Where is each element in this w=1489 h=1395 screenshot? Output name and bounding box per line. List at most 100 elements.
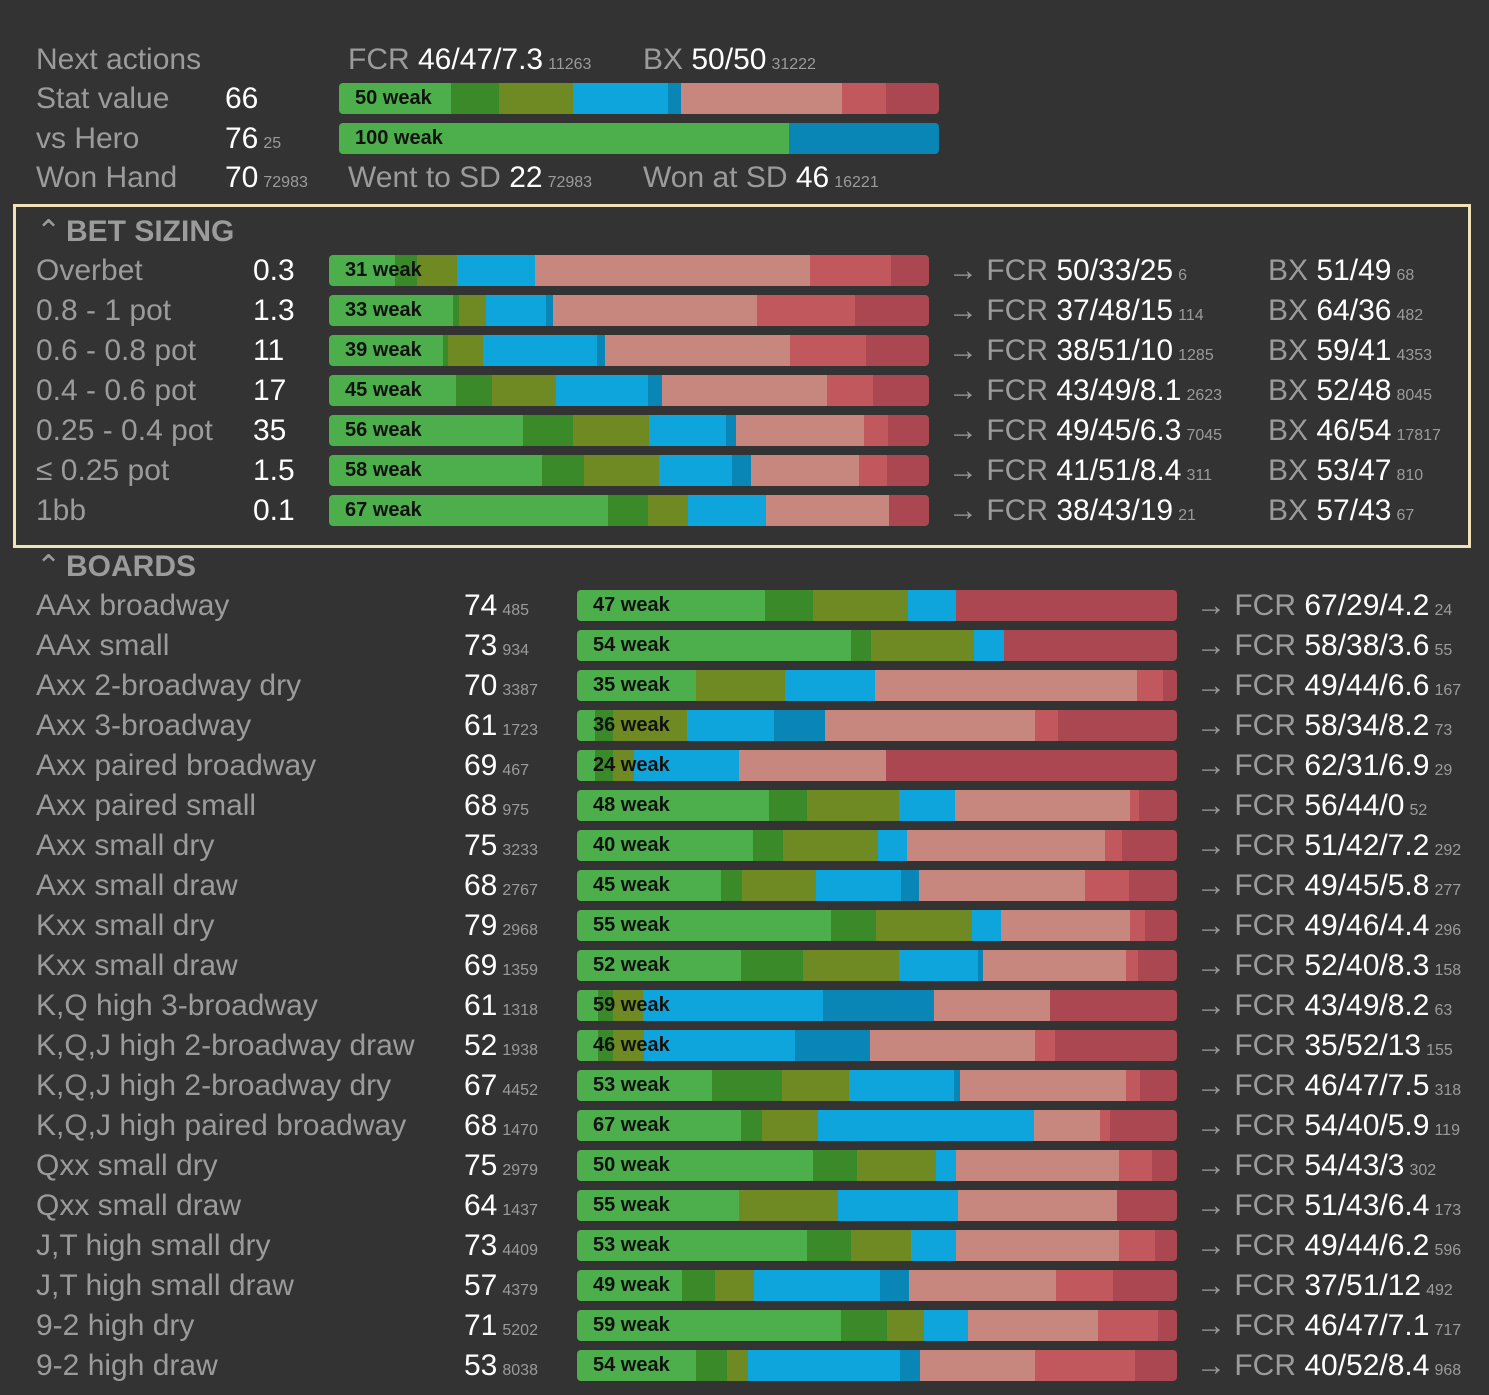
bet-sizing-row[interactable]: 1bb 0.1 67 weak → FCR 38/43/19 21 BX 57/43 67 bbox=[0, 491, 1489, 531]
arrow-icon: → bbox=[1196, 869, 1226, 902]
distribution-bar[interactable]: 49 weak bbox=[577, 1270, 1177, 1301]
stat-value-row[interactable]: Stat value 66 50 weak bbox=[0, 79, 1489, 119]
stat-value-bar[interactable]: 50 weak bbox=[339, 83, 939, 114]
fcr-key: FCR bbox=[1234, 1029, 1296, 1062]
board-row[interactable]: Axx paired broadway 69 467 24 weak → FCR 62/… bbox=[0, 746, 1489, 786]
distribution-bar[interactable]: 35 weak bbox=[577, 670, 1177, 701]
fcr-stat: → FCR 49/45/6.3 7045 bbox=[948, 411, 1222, 456]
vs-hero-bar[interactable]: 100 weak bbox=[339, 123, 939, 154]
bet-sizing-row[interactable]: 0.6 - 0.8 pot 11 39 weak → FCR 38/51/10 1285… bbox=[0, 331, 1489, 371]
board-row[interactable]: Axx small dry 75 3233 40 weak → FCR 51/42/7.… bbox=[0, 826, 1489, 866]
fcr-count: 492 bbox=[1426, 1282, 1453, 1299]
distribution-bar[interactable]: 52 weak bbox=[577, 950, 1177, 981]
bet-sizing-header[interactable]: ⌃ BET SIZING bbox=[36, 212, 234, 252]
bar-label: 100 weak bbox=[355, 127, 443, 149]
fcr-key: FCR bbox=[1234, 629, 1296, 662]
row-label: AAx broadway bbox=[36, 589, 230, 622]
board-row[interactable]: K,Q,J high paired broadway 68 1470 67 weak →… bbox=[0, 1106, 1489, 1146]
distribution-bar[interactable]: 45 weak bbox=[577, 870, 1177, 901]
distribution-bar[interactable]: 40 weak bbox=[577, 830, 1177, 861]
distribution-bar[interactable]: 67 weak bbox=[329, 495, 929, 526]
distribution-bar[interactable]: 53 weak bbox=[577, 1230, 1177, 1261]
next-actions-label: Next actions bbox=[36, 43, 202, 76]
bx-stat: BX 64/36 482 bbox=[1268, 291, 1423, 336]
distribution-bar[interactable]: 50 weak bbox=[577, 1150, 1177, 1181]
row-label: K,Q high 3-broadway bbox=[36, 989, 318, 1022]
fcr-value: 49/45/6.3 bbox=[1056, 414, 1182, 447]
board-row[interactable]: K,Q,J high 2-broadway draw 52 1938 46 weak →… bbox=[0, 1026, 1489, 1066]
bet-sizing-row[interactable]: 0.4 - 0.6 pot 17 45 weak → FCR 43/49/8.1 262… bbox=[0, 371, 1489, 411]
bar-segment bbox=[482, 335, 597, 366]
fcr-key: FCR bbox=[348, 43, 410, 76]
distribution-bar[interactable]: 54 weak bbox=[577, 1350, 1177, 1381]
bar-segment bbox=[456, 375, 493, 406]
distribution-bar[interactable]: 48 weak bbox=[577, 790, 1177, 821]
fcr-count: 7045 bbox=[1186, 427, 1223, 444]
fcr-value: 43/49/8.2 bbox=[1304, 989, 1430, 1022]
distribution-bar[interactable]: 24 weak bbox=[577, 750, 1177, 781]
vs-hero-row[interactable]: vs Hero 76 25 100 weak bbox=[0, 119, 1489, 159]
bar-segment bbox=[667, 83, 682, 114]
distribution-bar[interactable]: 31 weak bbox=[329, 255, 929, 286]
board-row[interactable]: K,Q high 3-broadway 61 1318 59 weak → FCR 43… bbox=[0, 986, 1489, 1026]
distribution-bar[interactable]: 67 weak bbox=[577, 1110, 1177, 1141]
board-row[interactable]: Axx paired small 68 975 48 weak → FCR 56/44/… bbox=[0, 786, 1489, 826]
bar-segment bbox=[856, 1150, 936, 1181]
bar-segment bbox=[1130, 910, 1145, 941]
fcr-count: 596 bbox=[1434, 1242, 1462, 1259]
board-row[interactable]: J,T high small dry 73 4409 53 weak → FCR 49/… bbox=[0, 1226, 1489, 1266]
board-row[interactable]: Kxx small draw 69 1359 52 weak → FCR 52/40/8… bbox=[0, 946, 1489, 986]
bx-key: BX bbox=[1268, 294, 1309, 327]
bar-label: 33 weak bbox=[345, 299, 422, 321]
fcr-key: FCR bbox=[1234, 1309, 1296, 1342]
distribution-bar[interactable]: 47 weak bbox=[577, 590, 1177, 621]
bar-label: 67 weak bbox=[345, 499, 422, 521]
distribution-bar[interactable]: 45 weak bbox=[329, 375, 929, 406]
distribution-bar[interactable]: 58 weak bbox=[329, 455, 929, 486]
bar-segment bbox=[577, 1350, 696, 1381]
board-row[interactable]: AAx broadway 74 485 47 weak → FCR 67/29/4.2 2… bbox=[0, 586, 1489, 626]
distribution-bar[interactable]: 59 weak bbox=[577, 1310, 1177, 1341]
distribution-bar[interactable]: 39 weak bbox=[329, 335, 929, 366]
bar-segment bbox=[889, 495, 929, 526]
bar-segment bbox=[838, 1190, 958, 1221]
bar-segment bbox=[1162, 670, 1177, 701]
distribution-bar[interactable]: 36 weak bbox=[577, 710, 1177, 741]
bet-sizing-row[interactable]: Overbet 0.3 31 weak → FCR 50/33/25 6 BX 51/49… bbox=[0, 251, 1489, 291]
board-row[interactable]: Qxx small dry 75 2979 50 weak → FCR 54/43/3 3… bbox=[0, 1146, 1489, 1186]
bar-segment bbox=[329, 375, 457, 406]
board-row[interactable]: 9-2 high draw 53 8038 54 weak → FCR 40/52/8.… bbox=[0, 1346, 1489, 1386]
board-row[interactable]: Axx small draw 68 2767 45 weak → FCR 49/45/5… bbox=[0, 866, 1489, 906]
bar-segment bbox=[954, 790, 1131, 821]
bar-segment bbox=[577, 1270, 682, 1301]
bet-sizing-row[interactable]: ≤ 0.25 pot 1.5 58 weak → FCR 41/51/8.4 311 BX… bbox=[0, 451, 1489, 491]
board-row[interactable]: J,T high small draw 57 4379 49 weak → FCR 37… bbox=[0, 1266, 1489, 1306]
bar-segment bbox=[742, 870, 816, 901]
bar-segment bbox=[577, 1310, 841, 1341]
row-number: 73 bbox=[464, 1229, 498, 1262]
boards-header[interactable]: ⌃ BOARDS bbox=[36, 547, 196, 587]
board-row[interactable]: Qxx small draw 64 1437 55 weak → FCR 51/43/6… bbox=[0, 1186, 1489, 1226]
bar-segment bbox=[613, 990, 643, 1021]
bar-segment bbox=[546, 295, 553, 326]
board-row[interactable]: Kxx small dry 79 2968 55 weak → FCR 49/46/4.… bbox=[0, 906, 1489, 946]
distribution-bar[interactable]: 55 weak bbox=[577, 910, 1177, 941]
distribution-bar[interactable]: 46 weak bbox=[577, 1030, 1177, 1061]
chevron-up-icon[interactable]: ⌃ bbox=[36, 215, 62, 248]
bet-sizing-row[interactable]: 0.25 - 0.4 pot 35 56 weak → FCR 49/45/6.3 70… bbox=[0, 411, 1489, 451]
bx-stat: BX 52/48 8045 bbox=[1268, 371, 1432, 416]
distribution-bar[interactable]: 59 weak bbox=[577, 990, 1177, 1021]
distribution-bar[interactable]: 53 weak bbox=[577, 1070, 1177, 1101]
board-row[interactable]: AAx small 73 934 54 weak → FCR 58/38/3.6 55 bbox=[0, 626, 1489, 666]
distribution-bar[interactable]: 55 weak bbox=[577, 1190, 1177, 1221]
distribution-bar[interactable]: 56 weak bbox=[329, 415, 929, 446]
board-row[interactable]: Axx 2-broadway dry 70 3387 35 weak → FCR 49/… bbox=[0, 666, 1489, 706]
bet-sizing-row[interactable]: 0.8 - 1 pot 1.3 33 weak → FCR 37/48/15 114 BX… bbox=[0, 291, 1489, 331]
distribution-bar[interactable]: 54 weak bbox=[577, 630, 1177, 661]
distribution-bar[interactable]: 33 weak bbox=[329, 295, 929, 326]
arrow-icon: → bbox=[948, 254, 978, 287]
board-row[interactable]: Axx 3-broadway 61 1723 36 weak → FCR 58/34/8… bbox=[0, 706, 1489, 746]
board-row[interactable]: 9-2 high dry 71 5202 59 weak → FCR 46/47/7.1… bbox=[0, 1306, 1489, 1346]
chevron-up-icon[interactable]: ⌃ bbox=[36, 550, 62, 583]
board-row[interactable]: K,Q,J high 2-broadway dry 67 4452 53 weak → … bbox=[0, 1066, 1489, 1106]
